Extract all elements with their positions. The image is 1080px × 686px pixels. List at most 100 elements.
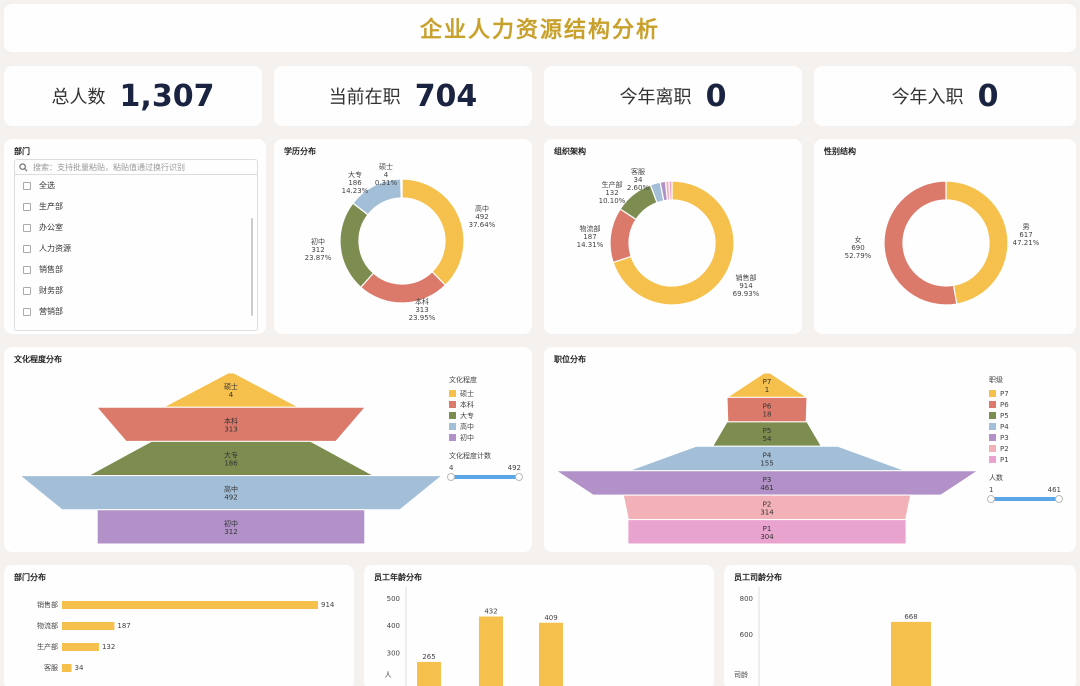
slice-label: 34 [634,176,643,184]
legend-label: P7 [1000,389,1009,398]
bar-category-label: 客服 [44,663,58,672]
filter-item[interactable]: 人力资源 [15,238,257,259]
legend-item[interactable]: P6 [989,399,1061,410]
slice-label: 物流部 [580,224,601,233]
slice-label: 高中 [475,204,489,213]
funnel-stage-label: P7 [763,378,772,386]
y-tick-label: 600 [740,631,753,639]
slice-label: 大专 [348,170,362,179]
slider-handle[interactable] [515,473,523,481]
legend-swatch [449,412,456,419]
filter-list: 搜索：支持批量粘贴，粘贴值通过换行识别 全选生产部办公室人力资源销售部财务部 营销… [14,159,258,331]
kpi-total: 总人数 1,307 [4,66,262,126]
checkbox[interactable] [23,244,31,253]
funnel-stage [95,406,367,442]
kpi-value: 0 [977,78,999,114]
legend-item[interactable]: P7 [989,388,1061,399]
legend-swatch [989,434,996,441]
range-slider[interactable] [987,495,1063,503]
legend-item[interactable]: P1 [989,454,1061,465]
checkbox[interactable] [23,181,31,190]
funnel-stage-value: 312 [224,528,237,536]
funnel-stage-value: 18 [763,411,772,419]
bar [62,622,115,630]
legend-title: 文化程度 [449,376,477,384]
bar-value-label: 187 [117,622,130,630]
legend-label: P2 [1000,444,1009,453]
checkbox[interactable] [23,223,31,232]
legend-swatch [449,390,456,397]
pie-slice [339,202,375,289]
legend-item[interactable]: 高中 [449,421,521,432]
legend-swatch [989,423,996,430]
funnel-stage-label: P6 [763,403,772,411]
legend-label: P5 [1000,411,1009,420]
slider-handle[interactable] [987,495,995,503]
search-input[interactable]: 搜索：支持批量粘贴，粘贴值通过换行识别 [33,162,185,172]
y-tick-label: 800 [740,595,753,603]
filter-item[interactable]: 销售部 [15,259,257,280]
slice-label: 492 [475,213,488,221]
legend-swatch [989,390,996,397]
slice-label: 生产部 [602,180,623,189]
filter-item[interactable]: 财务部 [15,280,257,301]
chart-title: 职位分布 [554,355,586,364]
bar-value-label: 34 [75,664,84,672]
legend-item[interactable]: 初中 [449,432,521,443]
filter-item[interactable]: 营销部 [15,301,257,322]
kpi-value: 1,307 [119,78,215,114]
slice-label: 37.64% [469,221,496,229]
funnel-stage-label: 初中 [224,519,238,528]
position-funnel-card: 职位分布 P7 1 P6 18 P5 54 P4 155 P3 461 P2 314 P1 304 职级 P… [544,347,1076,552]
slice-label: 2.60% [627,184,650,192]
checkbox[interactable] [23,202,31,211]
legend-item[interactable]: P2 [989,443,1061,454]
pie-slice [612,180,735,306]
legend-item[interactable]: P5 [989,410,1061,421]
legend-item[interactable]: P3 [989,432,1061,443]
slice-label: 男 [1023,223,1030,231]
filter-item-label: 生产部 [39,202,63,211]
bar-value-label: 914 [321,601,335,609]
filter-item[interactable]: 办公室 [15,217,257,238]
funnel-stage-value: 492 [224,494,237,502]
org-pie-card: 组织架构 销售部 914 69.93% 物流部 187 14.31% 生产部 132 10.10… [544,139,802,334]
bar [62,601,318,609]
range-value: 4 [449,464,454,472]
slider-handle[interactable] [1055,495,1063,503]
filter-item[interactable]: 全选 [15,175,257,196]
gender-pie-card: 性别结构 男 617 47.21% 女 690 52.79% [814,139,1076,334]
funnel-stage-value: 461 [760,484,773,492]
filter-search[interactable]: 搜索：支持批量粘贴，粘贴值通过换行识别 [15,160,257,175]
checkbox[interactable] [23,286,31,295]
legend-swatch [989,456,996,463]
filter-item[interactable]: 生产部 [15,196,257,217]
legend-item[interactable]: 本科 [449,399,521,410]
chart-title: 文化程度分布 [14,355,62,364]
slider-handle[interactable] [447,473,455,481]
slice-label: 132 [605,189,618,197]
legend-item[interactable]: 大专 [449,410,521,421]
checkbox[interactable] [23,307,31,316]
range-slider[interactable] [447,473,523,481]
legend-item[interactable]: 硕士 [449,388,521,399]
bar-value-label: 265 [422,653,435,661]
slice-label: 女 [855,235,862,244]
legend-label: P4 [1000,422,1009,431]
header-bar: 企业人力资源结构分析 [4,4,1076,52]
kpi-label: 今年离职 [619,87,692,108]
checkbox[interactable] [23,265,31,274]
filter-item-label: 销售部 [39,265,63,274]
slice-label: 0.31% [375,179,398,187]
filter-scrollbar[interactable] [251,218,253,316]
slice-label: 47.21% [1013,239,1040,247]
culture-funnel-card: 文化程度分布 硕士 4 本科 313 大专 186 高中 492 初中 312 文化程度 硕士 本科大… [4,347,532,552]
slice-label: 4 [384,171,389,179]
dept-bar-card: 部门分布 销售部 914 物流部 187 生产部 132 客服 34 [4,565,354,686]
filter-item-label: 办公室 [39,223,63,232]
legend-label: 大专 [460,411,474,420]
legend-item[interactable]: P4 [989,421,1061,432]
legend-label: P1 [1000,455,1009,464]
